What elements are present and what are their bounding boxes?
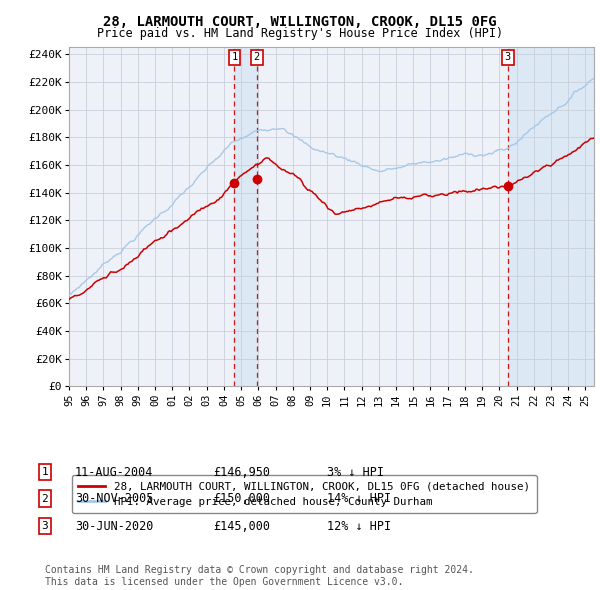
Text: 2: 2 [41, 494, 49, 503]
Text: 1: 1 [41, 467, 49, 477]
Text: 12% ↓ HPI: 12% ↓ HPI [327, 520, 391, 533]
Text: 3% ↓ HPI: 3% ↓ HPI [327, 466, 384, 478]
Text: Contains HM Land Registry data © Crown copyright and database right 2024.
This d: Contains HM Land Registry data © Crown c… [45, 565, 474, 587]
Text: Price paid vs. HM Land Registry's House Price Index (HPI): Price paid vs. HM Land Registry's House … [97, 27, 503, 40]
Text: 30-JUN-2020: 30-JUN-2020 [75, 520, 154, 533]
Text: 2: 2 [254, 53, 260, 63]
Text: £146,950: £146,950 [213, 466, 270, 478]
Legend: 28, LARMOUTH COURT, WILLINGTON, CROOK, DL15 0FG (detached house), HPI: Average p: 28, LARMOUTH COURT, WILLINGTON, CROOK, D… [72, 475, 536, 513]
Text: 14% ↓ HPI: 14% ↓ HPI [327, 492, 391, 505]
Text: £150,000: £150,000 [213, 492, 270, 505]
Text: 1: 1 [232, 53, 238, 63]
Text: £145,000: £145,000 [213, 520, 270, 533]
Text: 11-AUG-2004: 11-AUG-2004 [75, 466, 154, 478]
Bar [235, 47, 257, 386]
Text: 28, LARMOUTH COURT, WILLINGTON, CROOK, DL15 0FG: 28, LARMOUTH COURT, WILLINGTON, CROOK, D… [103, 15, 497, 29]
Text: 30-NOV-2005: 30-NOV-2005 [75, 492, 154, 505]
Bar [508, 47, 594, 386]
Text: 3: 3 [41, 522, 49, 531]
Text: 3: 3 [505, 53, 511, 63]
